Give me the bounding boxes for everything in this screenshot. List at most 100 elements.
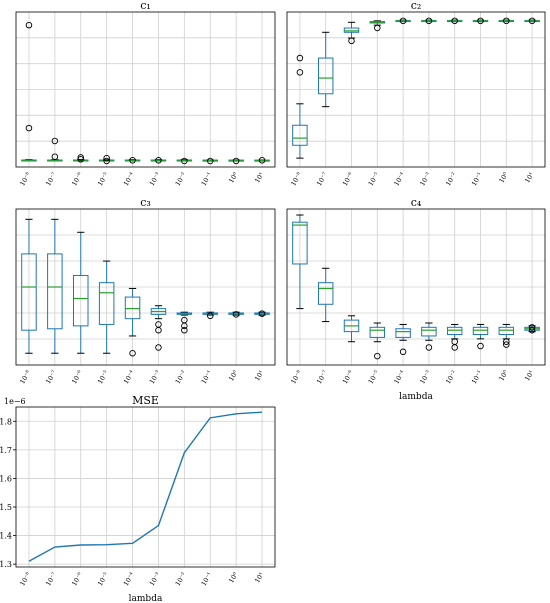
outlier-point	[51, 153, 59, 160]
box-1-2	[343, 21, 360, 45]
x-tick-label-2-1: 10⁻⁷	[44, 369, 58, 386]
box-0-6	[176, 157, 193, 165]
box-1-1	[317, 31, 334, 108]
outlier-point	[77, 154, 84, 161]
box-1-9	[524, 17, 540, 25]
outlier-point	[25, 124, 33, 132]
box-body	[292, 221, 308, 265]
x-axis-label-3: lambda	[399, 392, 433, 402]
box-2-4	[124, 287, 141, 357]
x-tick-label-4-3: 10⁻⁵	[96, 571, 110, 588]
x-tick-label-4-7: 10⁻¹	[200, 571, 214, 588]
y-tick-label-1: 1.4	[0, 532, 12, 541]
y-offset-text: 1e−6	[4, 397, 26, 406]
x-tick-label-0-5: 10⁻³	[148, 171, 162, 188]
x-tick-label-3-5: 10⁻³	[418, 369, 432, 386]
x-axis-label-4: lambda	[129, 594, 163, 603]
outlier-point	[103, 154, 110, 162]
outlier-point	[528, 326, 536, 334]
outlier-point	[258, 310, 266, 317]
box-3-1	[317, 267, 334, 323]
box-2-3	[98, 260, 115, 354]
x-tick-label-0-0: 10⁻⁸	[18, 171, 32, 188]
chart-title-3: c₄	[411, 196, 422, 209]
chart-title-4: MSE	[132, 394, 159, 407]
box-0-8	[228, 157, 244, 165]
outlier-point	[181, 322, 188, 330]
x-tick-label-0-3: 10⁻⁵	[96, 171, 110, 188]
x-tick-label-1-2: 10⁻⁶	[341, 171, 355, 188]
x-tick-label-3-2: 10⁻⁶	[341, 369, 355, 386]
outlier-point	[296, 54, 304, 62]
box-0-0	[21, 21, 37, 162]
box-2-0	[21, 218, 37, 354]
outlier-point	[425, 17, 433, 25]
box-3-8	[498, 323, 515, 348]
box-3-9	[524, 324, 540, 334]
x-tick-label-4-6: 10⁻²	[174, 571, 188, 588]
box-1-5	[421, 17, 437, 25]
outlier-point	[155, 157, 162, 164]
x-tick-label-2-7: 10⁻¹	[200, 369, 214, 386]
box-body	[292, 124, 308, 146]
outlier-point	[528, 17, 536, 25]
box-body	[47, 253, 63, 330]
x-tick-label-2-0: 10⁻⁸	[18, 369, 32, 386]
panel-0	[15, 11, 276, 168]
box-0-2	[72, 154, 89, 163]
outlier-point	[232, 157, 240, 165]
chart-title-0: c₁	[140, 0, 151, 12]
chart-title-2: c₃	[140, 196, 151, 209]
x-tick-label-2-8: 10⁰	[227, 369, 240, 383]
box-body	[72, 274, 89, 327]
x-tick-label-3-3: 10⁻⁵	[367, 369, 381, 386]
x-tick-label-2-2: 10⁻⁶	[70, 369, 84, 386]
panel-4	[13, 406, 276, 568]
box-3-5	[421, 322, 437, 351]
y-tick-label-2: 1.5	[0, 503, 12, 512]
box-body	[369, 326, 386, 338]
panel-1	[286, 11, 546, 168]
x-tick-label-0-7: 10⁻¹	[200, 171, 214, 188]
outlier-point	[129, 349, 136, 357]
x-tick-label-3-7: 10⁻¹	[470, 369, 484, 386]
x-tick-label-0-4: 10⁻⁴	[122, 171, 136, 188]
box-3-3	[369, 322, 386, 360]
plot-frame	[286, 208, 546, 366]
outlier-point	[399, 348, 407, 356]
x-tick-label-4-4: 10⁻⁴	[122, 571, 136, 588]
x-tick-label-1-6: 10⁻²	[444, 171, 458, 188]
box-body	[395, 328, 411, 338]
x-tick-label-3-6: 10⁻²	[444, 369, 458, 386]
box-0-4	[124, 157, 141, 164]
x-tick-label-2-4: 10⁻⁴	[122, 369, 136, 386]
outlier-point	[51, 137, 59, 145]
panel-3	[286, 208, 546, 366]
plot-frame	[15, 208, 276, 366]
x-tick-label-4-9: 10¹	[253, 571, 266, 585]
outlier-point	[129, 157, 136, 164]
outlier-point	[155, 326, 162, 334]
x-tick-label-0-2: 10⁻⁶	[70, 171, 84, 188]
outlier-point	[206, 312, 214, 320]
x-tick-label-3-1: 10⁻⁷	[315, 369, 329, 386]
outlier-point	[25, 21, 33, 29]
box-3-4	[395, 323, 411, 356]
box-body	[472, 326, 489, 336]
outlier-point	[374, 352, 381, 360]
mse-series-line	[28, 411, 263, 562]
box-body	[98, 282, 115, 325]
outlier-point	[258, 157, 266, 164]
y-tick-label-0: 1.3	[0, 560, 12, 569]
outlier-point	[232, 311, 240, 318]
plot-frame	[15, 11, 276, 168]
y-tick-label-5: 1.8	[0, 417, 12, 426]
x-tick-label-0-6: 10⁻²	[174, 171, 188, 188]
box-0-7	[202, 157, 219, 165]
x-tick-label-0-9: 10¹	[253, 171, 266, 185]
x-tick-label-1-9: 10¹	[523, 171, 536, 185]
x-tick-label-4-8: 10⁰	[227, 571, 240, 585]
x-tick-label-3-0: 10⁻⁸	[289, 369, 303, 386]
box-0-9	[254, 157, 270, 164]
x-tick-label-1-1: 10⁻⁷	[315, 171, 329, 188]
